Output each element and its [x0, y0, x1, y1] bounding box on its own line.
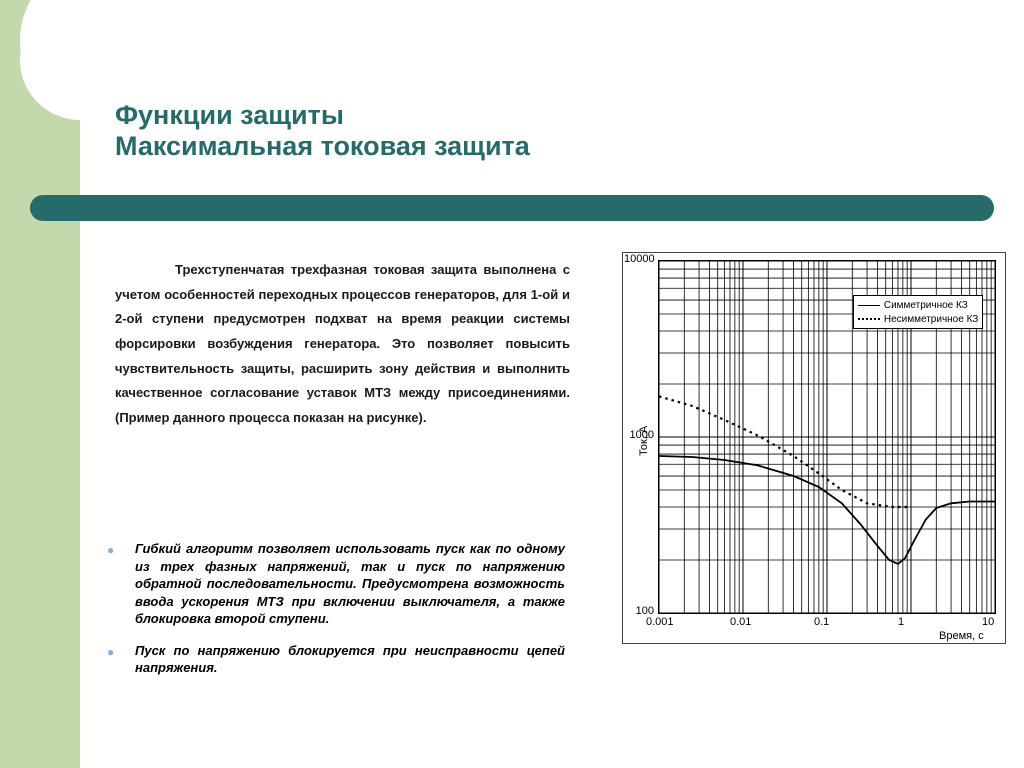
legend-item: Симметричное КЗ [858, 298, 978, 312]
legend-swatch-icon [858, 305, 880, 306]
chart-legend: Симметричное КЗ Несимметричное КЗ [853, 295, 983, 329]
xtick-label: 0.01 [730, 616, 751, 628]
title-line2: Максимальная токовая защита [115, 131, 530, 162]
legend-swatch-icon [858, 318, 880, 320]
side-stripe [0, 0, 80, 768]
title-band [30, 195, 994, 221]
xtick-label: 1 [898, 616, 904, 628]
xtick-label: 10 [982, 616, 994, 628]
ytick-label: 10000 [624, 253, 654, 265]
bullet-item: Пуск по напряжению блокируется при неисп… [135, 642, 565, 677]
legend-label: Симметричное КЗ [884, 300, 968, 311]
series-Несимметричное КЗ [659, 396, 911, 507]
body-paragraph: Трехступенчатая трехфазная токовая защит… [115, 258, 570, 431]
legend-label: Несимметричное КЗ [884, 314, 978, 325]
xtick-label: 0.1 [814, 616, 829, 628]
chart-x-label: Время, с [939, 630, 984, 642]
bullet-item: Гибкий алгоритм позволяет использовать п… [135, 540, 565, 628]
ytick-label: 1000 [624, 429, 654, 441]
legend-item: Несимметричное КЗ [858, 312, 978, 326]
xtick-label: 0.001 [646, 616, 674, 628]
title-block: Функции защиты Максимальная токовая защи… [115, 100, 530, 162]
title-line1: Функции защиты [115, 100, 530, 131]
ytick-label: 100 [624, 605, 654, 617]
bullet-list: Гибкий алгоритм позволяет использовать п… [135, 540, 565, 691]
